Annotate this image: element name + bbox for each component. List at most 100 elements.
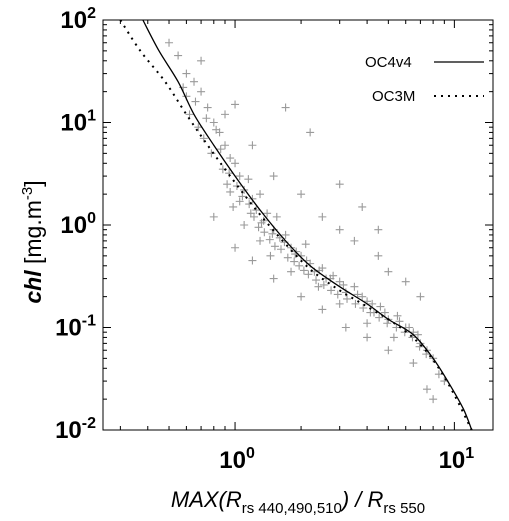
scatter-point xyxy=(216,145,225,154)
scatter-point xyxy=(297,292,306,301)
scatter-point xyxy=(207,149,216,158)
scatter-point xyxy=(405,323,414,332)
scatter-point xyxy=(351,299,360,308)
scatter-point xyxy=(335,180,344,189)
scatter-point xyxy=(358,292,367,301)
scatter-point xyxy=(256,190,265,199)
scatter-point xyxy=(333,290,342,299)
scatter-point xyxy=(384,346,393,355)
scatter-point xyxy=(363,319,372,328)
y-tick-label: 100 xyxy=(60,210,96,239)
scatter-point xyxy=(287,267,296,276)
plot-area xyxy=(102,19,494,431)
scatter-point xyxy=(343,294,352,303)
scatter-point xyxy=(319,280,328,289)
scatter-point xyxy=(256,236,265,245)
scatter-point xyxy=(368,299,377,308)
x-axis-label: MAX(Rrs 440,490,510) / Rrs 550 xyxy=(171,487,425,517)
scatter-point xyxy=(384,267,393,276)
series-line-oc4v4 xyxy=(142,19,473,431)
scatter-point xyxy=(231,100,240,109)
scatter-point xyxy=(235,197,244,206)
scatter-point xyxy=(194,123,203,132)
scatter-point xyxy=(248,194,257,203)
scatter-point xyxy=(185,110,194,119)
scatter-point xyxy=(244,175,253,184)
scatter-point xyxy=(240,221,249,229)
scatter-point xyxy=(231,243,240,252)
scatter-point xyxy=(413,330,422,339)
scatter-point xyxy=(380,308,389,317)
scatter-point xyxy=(335,277,344,286)
series-line-oc3m xyxy=(119,19,473,431)
scatter-point xyxy=(238,192,247,201)
scatter-point xyxy=(252,206,261,215)
scatter-point xyxy=(221,110,230,119)
scatter-point xyxy=(304,270,313,279)
scatter-point xyxy=(350,282,359,291)
scatter-point xyxy=(335,299,344,308)
scatter-point xyxy=(339,280,348,289)
scatter-point xyxy=(281,230,290,239)
scatter-point xyxy=(246,209,255,218)
x-tick-label: 101 xyxy=(439,445,475,474)
scatter-point xyxy=(245,200,254,209)
scatter-point xyxy=(226,154,235,163)
scatter-point xyxy=(295,261,304,270)
scatter-point xyxy=(363,333,372,342)
scatter-point xyxy=(209,212,218,221)
scatter-point xyxy=(235,172,244,181)
scatter-point xyxy=(409,359,418,368)
scatter-point xyxy=(182,69,191,78)
scatter-point xyxy=(197,87,206,96)
scatter-point xyxy=(221,141,230,150)
scatter-point xyxy=(272,212,281,221)
scatter-point xyxy=(212,125,221,134)
scatter-point xyxy=(401,277,410,286)
scatter-point xyxy=(318,305,327,314)
y-tick-label: 101 xyxy=(60,108,96,137)
scatter-point xyxy=(376,302,385,311)
scatter-point xyxy=(422,385,431,394)
scatter-point xyxy=(209,118,218,127)
scatter-point xyxy=(301,240,310,249)
scatter-point xyxy=(265,235,274,244)
y-tick-label: 10-1 xyxy=(55,313,96,342)
scatter-point xyxy=(299,266,308,275)
scatter-point xyxy=(374,251,383,260)
scatter-point xyxy=(395,317,404,326)
y-tick-label: 10-2 xyxy=(55,415,96,444)
scatter-point xyxy=(290,257,299,266)
scatter-point xyxy=(374,225,383,234)
scatter-point xyxy=(314,282,323,291)
scatter-point xyxy=(429,395,438,404)
scatter-point xyxy=(366,308,375,317)
scatter-point xyxy=(248,141,257,150)
scatter-point xyxy=(165,38,174,47)
scatter-point xyxy=(281,103,290,112)
scatter-point xyxy=(266,251,275,260)
scatter-point xyxy=(327,286,336,295)
scatter-point xyxy=(341,323,350,332)
scatter-point xyxy=(191,97,200,106)
scatter-point xyxy=(174,51,183,60)
scatter-point xyxy=(297,190,306,199)
model-curves xyxy=(119,19,473,431)
scatter-point xyxy=(260,228,269,237)
axis-ticks: 102 101 100 10-1 10-2 100 101 xyxy=(55,5,493,474)
y-tick-label: 102 xyxy=(60,5,96,34)
scatter-point xyxy=(318,212,327,221)
scatter-point xyxy=(226,187,235,196)
scatter-point xyxy=(297,251,306,260)
scatter-point xyxy=(393,311,402,320)
y-axis-label: chl [mg.m-3] xyxy=(19,180,46,303)
x-tick-label: 100 xyxy=(219,445,255,474)
scatter-point xyxy=(240,185,249,194)
legend-label-oc3m: OC3M xyxy=(372,88,415,105)
legend: OC4v4 OC3M xyxy=(365,54,484,105)
scatter-point xyxy=(375,313,384,322)
scatter-point xyxy=(202,114,211,123)
scatter-point xyxy=(277,245,286,254)
scatter-point xyxy=(254,223,263,232)
